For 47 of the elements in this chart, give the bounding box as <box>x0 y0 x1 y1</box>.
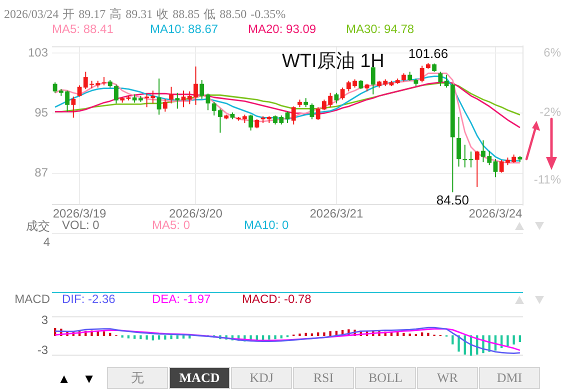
triangle-down-icon: ▼ <box>80 370 98 387</box>
y-tick-label: -3 <box>37 343 48 358</box>
text: MA30: 94.78 <box>346 22 416 36</box>
y2-tick-label: -2% <box>540 105 561 120</box>
text: VOL: 0 <box>62 218 100 232</box>
x-tick-label: 2026/3/21 <box>310 206 364 221</box>
y2-tick-label: -11% <box>534 172 561 187</box>
series-label: DIF: -2.36 <box>62 292 116 306</box>
text: 开 <box>62 7 75 21</box>
text: 4 <box>43 235 50 249</box>
y-tick-label: 87 <box>34 166 48 180</box>
annotation: 84.50 <box>436 192 469 208</box>
text: WR <box>417 367 478 389</box>
text: 低 <box>204 7 216 21</box>
text: 89.17 <box>78 7 106 21</box>
text: 89.31 <box>126 7 153 21</box>
text: 88.50 <box>220 7 247 21</box>
text: -0.35% <box>250 7 286 21</box>
text: BOLL <box>355 367 416 389</box>
chart-title: WTI原油 1H <box>282 50 384 74</box>
chart-title: MACD <box>14 292 50 306</box>
text: MA10: 88.67 <box>150 22 220 36</box>
annotation: 101.66 <box>408 46 448 62</box>
y-tick-label: 3 <box>41 312 48 327</box>
x-tick-label: 2026/3/20 <box>169 206 223 221</box>
text: 收 <box>156 7 169 21</box>
x-tick-label: 2026/3/19 <box>52 206 107 221</box>
text: MA5: 88.41 <box>52 22 114 36</box>
text: MA20: 93.09 <box>248 22 318 36</box>
text: MA10: 0 <box>244 218 289 232</box>
text: 88.85 <box>172 7 200 21</box>
text: 高 <box>110 7 122 21</box>
text: DMI <box>479 367 540 389</box>
y-tick-label: 95 <box>34 105 48 120</box>
y2-tick-label: 6% <box>544 45 561 60</box>
triangle-up-icon: ▲ <box>55 370 73 387</box>
text: MACD: -0.78 <box>242 292 312 306</box>
text: DEA: -1.97 <box>152 292 211 306</box>
text: 2026/03/24 <box>4 7 59 21</box>
y-tick-label: 103 <box>28 45 48 60</box>
text: 无 <box>107 367 168 389</box>
text: RSI <box>293 367 354 389</box>
text: KDJ <box>231 367 292 389</box>
x-tick-label: 2026/3/24 <box>468 206 522 221</box>
text: MA5: 0 <box>152 218 190 232</box>
text: MACD <box>169 367 230 389</box>
text: 成交 <box>26 218 50 235</box>
